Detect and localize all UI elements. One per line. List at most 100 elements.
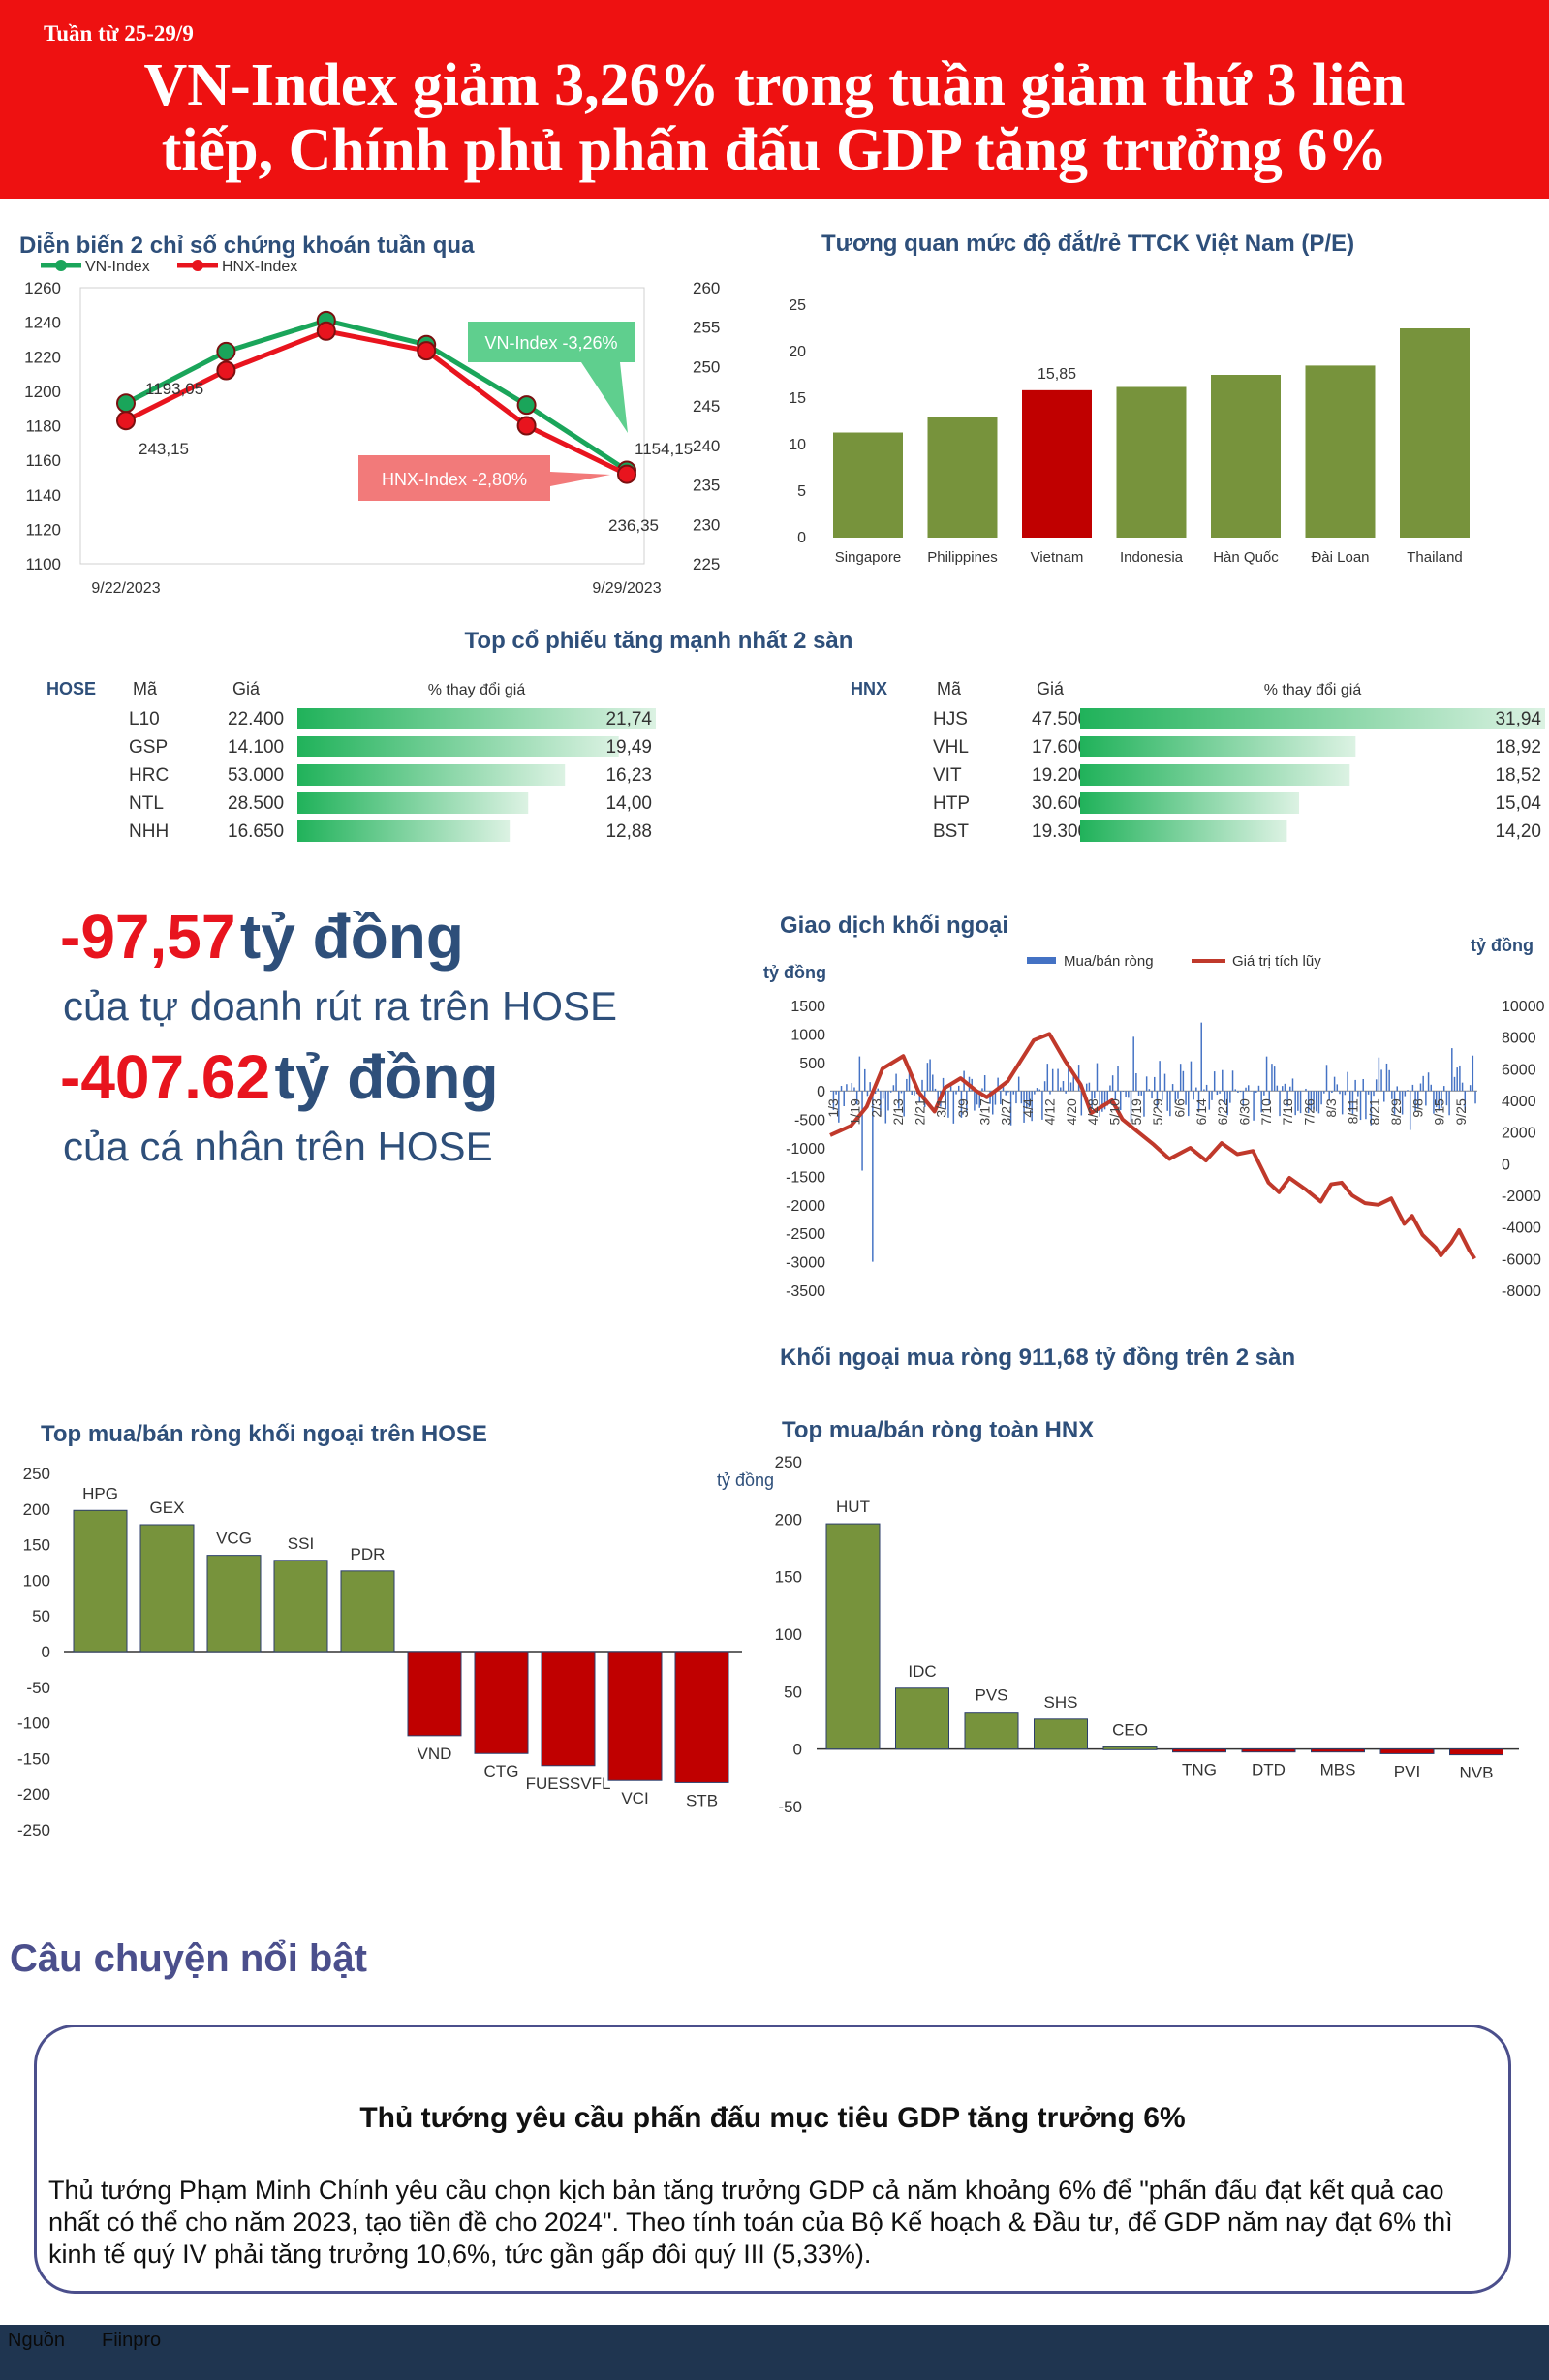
y-right-tick: -2000 — [1502, 1189, 1541, 1205]
net-trade-bar — [1122, 1091, 1125, 1092]
net-trade-bar — [1091, 1091, 1093, 1110]
x-tick: 8/29 — [1388, 1098, 1404, 1125]
bar-hut — [825, 1523, 881, 1750]
proprietary-unit: tỷ đồng — [239, 902, 464, 972]
net-trade-bar — [1344, 1091, 1347, 1096]
net-trade-bar — [1200, 1022, 1202, 1092]
x-tick: Vietnam — [1031, 549, 1084, 566]
stock-price: 53.000 — [228, 765, 284, 786]
net-trade-bar — [1442, 1086, 1445, 1092]
y-right-tick: 0 — [1502, 1157, 1510, 1173]
y-tick: 100 — [23, 1571, 50, 1590]
stock-code: GSP — [129, 737, 168, 757]
net-trade-bar — [1065, 1091, 1067, 1094]
net-trade-bar — [1088, 1082, 1091, 1092]
x-tick: 4/4 — [1020, 1098, 1036, 1118]
net-trade-bar — [1370, 1091, 1373, 1126]
net-trade-bar — [1219, 1091, 1221, 1094]
net-trade-bar — [1068, 1061, 1069, 1092]
x-tick: 2/13 — [890, 1098, 906, 1125]
net-trade-bar — [1404, 1091, 1407, 1097]
x-tick: 7/18 — [1280, 1098, 1295, 1125]
individual-desc: của cá nhân trên HOSE — [63, 1124, 493, 1169]
net-trade-bar — [1271, 1064, 1273, 1092]
change-bar — [297, 792, 529, 814]
bar-pvi — [1379, 1748, 1435, 1754]
net-trade-bar — [994, 1091, 997, 1105]
x-tick: 8/11 — [1345, 1098, 1360, 1124]
stock-code: VIT — [933, 765, 962, 786]
change-bar — [297, 736, 619, 757]
hnx-callout-text: HNX-Index -2,80% — [382, 470, 527, 489]
net-trade-bar — [955, 1091, 957, 1095]
vn-callout-text: VN-Index -3,26% — [484, 333, 617, 353]
net-trade-bar — [1051, 1068, 1054, 1092]
net-trade-bar — [1253, 1091, 1255, 1121]
net-trade-bar — [1197, 1091, 1200, 1112]
bar-vcg — [206, 1555, 262, 1653]
footer-source-label: Nguồn — [8, 2330, 65, 2351]
net-trade-bar — [1419, 1083, 1422, 1092]
x-tick: 5/10 — [1106, 1098, 1122, 1125]
net-trade-bar — [1307, 1091, 1310, 1114]
net-trade-bar — [1417, 1091, 1419, 1109]
x-tick: 5/19 — [1129, 1098, 1144, 1125]
net-trade-bar — [1422, 1075, 1424, 1092]
net-trade-bar — [1135, 1073, 1137, 1092]
net-trade-bar — [908, 1066, 911, 1092]
y-tick: 5 — [797, 483, 806, 500]
legend-label: Giá trị tích lũy — [1232, 953, 1321, 970]
y-left-tick: -1000 — [786, 1141, 825, 1158]
bar-label: DTD — [1252, 1761, 1286, 1779]
net-trade-bar — [889, 1091, 892, 1093]
legend-marker — [55, 260, 67, 271]
col-price-header: Giá — [1037, 679, 1065, 698]
change-bar — [1080, 820, 1287, 842]
hnx-foreign-bar-chart: 250 200 150 100 50 0 -50 HUT IDC PVS SHS CEO TNG DTD M… — [717, 1453, 1519, 1816]
y-tick: 200 — [23, 1500, 50, 1519]
y-tick: 150 — [23, 1536, 50, 1555]
hnx-index-point — [516, 416, 537, 436]
bar-đài-loan — [1305, 365, 1376, 538]
net-trade-bar — [866, 1091, 869, 1097]
y-left-tick: 0 — [817, 1084, 825, 1100]
y-right-tick: 240 — [693, 437, 720, 455]
bar-shs — [1034, 1718, 1088, 1750]
net-trade-bar — [1396, 1086, 1398, 1092]
net-trade-bar — [1229, 1091, 1231, 1103]
net-trade-bar — [1085, 1083, 1088, 1092]
net-trade-bar — [1005, 1091, 1007, 1096]
net-trade-bar — [1103, 1091, 1106, 1110]
y-left-tick: -1500 — [786, 1169, 825, 1186]
net-trade-bar — [1297, 1091, 1299, 1111]
net-trade-bar — [1279, 1091, 1281, 1117]
vn-index-point — [516, 395, 537, 416]
stock-code: NHH — [129, 821, 169, 842]
x-tick: Thailand — [1407, 549, 1463, 566]
net-trade-bar — [830, 1091, 832, 1092]
data-label: 243,15 — [139, 440, 189, 458]
net-trade-bar — [1341, 1091, 1344, 1115]
net-trade-bar — [1289, 1086, 1291, 1092]
net-trade-bar — [1286, 1091, 1288, 1107]
bar-indonesia — [1116, 386, 1187, 538]
net-trade-bar — [1101, 1091, 1103, 1112]
net-trade-bar — [934, 1088, 937, 1092]
y-left-tick: 1140 — [25, 486, 61, 505]
y-tick: 25 — [789, 297, 806, 314]
net-trade-bar — [1028, 1091, 1031, 1108]
change-value: 12,88 — [605, 821, 652, 842]
net-trade-bar — [1171, 1084, 1174, 1092]
net-trade-bar — [949, 1086, 952, 1092]
hnx-index-point — [216, 360, 236, 381]
net-trade-bar — [1237, 1091, 1239, 1093]
change-bar — [297, 764, 566, 786]
net-trade-bar — [1188, 1091, 1190, 1117]
net-trade-bar — [1331, 1091, 1333, 1094]
y-left-tick: 1240 — [24, 314, 61, 332]
net-trade-bar — [1182, 1070, 1185, 1092]
net-trade-bar — [887, 1091, 889, 1111]
net-trade-bar — [1351, 1091, 1354, 1114]
change-value: 14,00 — [605, 793, 652, 814]
hnx-index-point — [116, 411, 136, 431]
